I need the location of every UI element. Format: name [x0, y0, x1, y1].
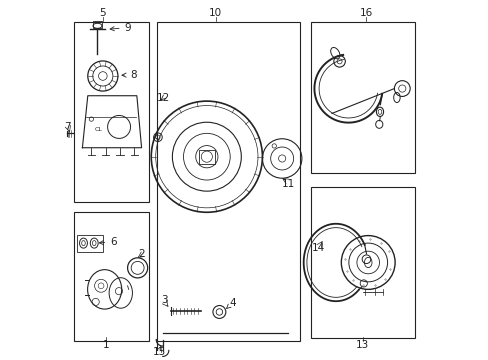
Text: 6: 6 — [99, 237, 117, 247]
Text: 5: 5 — [100, 8, 106, 18]
Text: 14: 14 — [311, 243, 325, 253]
Text: 3: 3 — [161, 295, 167, 305]
Text: 11: 11 — [281, 179, 294, 189]
Text: 16: 16 — [359, 8, 372, 18]
Text: 13: 13 — [355, 340, 369, 350]
Text: 8: 8 — [122, 70, 136, 80]
Text: 15: 15 — [152, 347, 165, 357]
Bar — [198, 150, 214, 163]
Text: 1: 1 — [103, 340, 109, 350]
Text: 10: 10 — [209, 8, 222, 18]
Text: 12: 12 — [157, 93, 170, 103]
Bar — [77, 234, 102, 252]
Bar — [74, 22, 149, 202]
Text: 7: 7 — [64, 122, 70, 132]
Text: 9: 9 — [110, 23, 131, 33]
Bar — [93, 22, 102, 28]
Bar — [310, 187, 414, 338]
Bar — [310, 22, 414, 173]
Text: 4: 4 — [226, 298, 236, 309]
Text: 2: 2 — [138, 248, 144, 258]
Bar — [74, 212, 149, 341]
Bar — [156, 22, 300, 341]
Text: CL: CL — [95, 127, 102, 132]
